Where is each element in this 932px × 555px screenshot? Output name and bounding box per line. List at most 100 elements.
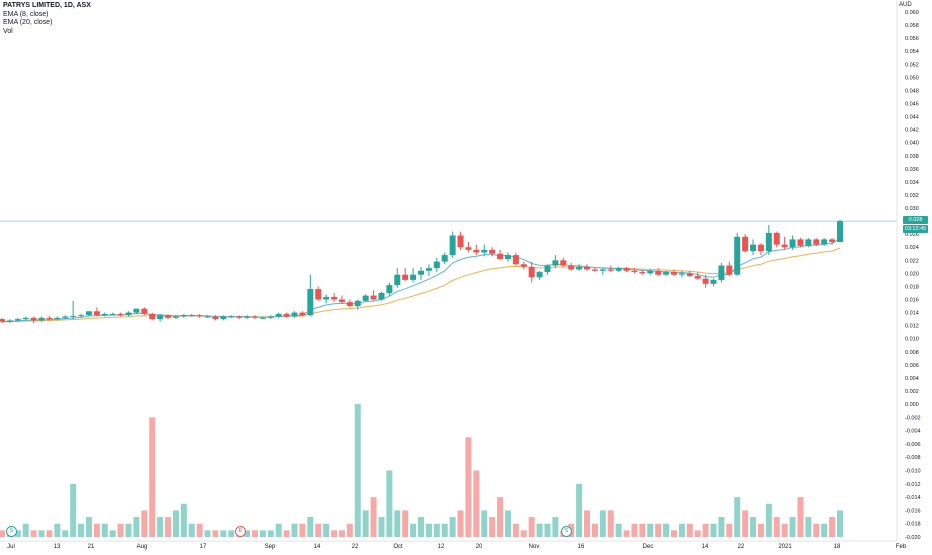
- volume-bar: [85, 517, 92, 537]
- legend-vol[interactable]: Vol: [3, 27, 13, 35]
- volume-bar: [694, 530, 701, 537]
- volume-bar: [394, 510, 401, 537]
- price-tick-label: 0.046: [905, 101, 919, 107]
- volume-bar: [797, 497, 804, 537]
- volume-bar: [465, 437, 472, 537]
- volume-bar: [410, 523, 417, 537]
- volume-bar: [789, 517, 796, 537]
- volume-bar: [504, 510, 511, 537]
- candle-body: [829, 239, 836, 243]
- candle-body: [710, 279, 717, 284]
- candle-body: [117, 313, 124, 316]
- price-tick-label: 0.040: [905, 141, 919, 147]
- volume-bar: [655, 523, 662, 537]
- volume-bar: [623, 530, 630, 537]
- candle-body: [805, 239, 812, 246]
- legend-ema20[interactable]: EMA (20, close): [3, 19, 53, 26]
- candle-body: [315, 289, 322, 300]
- volume-bar: [417, 517, 425, 537]
- time-tick-label: Oct: [393, 544, 403, 550]
- volume-bar: [536, 523, 543, 537]
- candle-body: [457, 235, 464, 248]
- price-tick-label: 0.050: [905, 75, 919, 81]
- candle-body: [22, 317, 29, 320]
- volume-bar: [528, 517, 535, 537]
- candle-body: [85, 311, 92, 316]
- time-tick-label: 20: [476, 544, 483, 550]
- volume-bar: [433, 523, 440, 537]
- volume-bar: [117, 523, 124, 537]
- volume-bar: [38, 530, 45, 537]
- volume-bar: [259, 530, 266, 537]
- candle-body: [607, 269, 614, 271]
- candle-body: [678, 273, 685, 275]
- candle-body: [354, 300, 361, 307]
- candle-body: [560, 260, 567, 266]
- time-tick-label: 22: [738, 544, 745, 550]
- time-tick-label: Dec: [643, 544, 654, 550]
- volume-bar: [267, 530, 274, 537]
- volume-bar: [291, 523, 298, 537]
- price-tick-label: 0.024: [905, 245, 919, 251]
- legend-ema8[interactable]: EMA (8, close): [3, 10, 49, 18]
- candle-body: [568, 265, 575, 270]
- volume-bar: [544, 523, 551, 537]
- candle-body: [765, 232, 772, 252]
- volume-tick-label: 0.000: [905, 402, 919, 408]
- candle-body: [172, 316, 179, 318]
- dividend-marker-2[interactable]: S: [561, 526, 572, 537]
- volume-bar: [386, 470, 393, 537]
- time-tick-label: 12: [438, 544, 445, 550]
- candle-body: [718, 265, 725, 280]
- volume-tick-label: -0.008: [905, 455, 921, 461]
- volume-bar: [188, 523, 195, 537]
- volume-bar: [607, 510, 614, 537]
- volume-bar: [228, 530, 235, 537]
- candle-body: [62, 316, 69, 318]
- earnings-marker[interactable]: E: [235, 526, 246, 537]
- candle-body: [520, 264, 527, 267]
- volume-bar: [836, 510, 844, 537]
- volume-bar: [615, 523, 622, 537]
- volume-bar: [0, 530, 6, 537]
- volume-bar: [441, 523, 448, 537]
- time-tick-label: Jul: [7, 544, 15, 550]
- price-tick-label: 0.054: [905, 49, 919, 55]
- volume-bar: [829, 517, 836, 537]
- legend-title[interactable]: PATRYS LIMITED, 1D, ASX: [3, 2, 91, 9]
- volume-bar: [299, 523, 306, 537]
- volume-bar: [46, 530, 53, 537]
- volume-bar: [204, 530, 211, 537]
- candle-body: [6, 320, 13, 322]
- candle-body: [236, 316, 243, 318]
- candle-body: [14, 319, 21, 321]
- volume-bar: [165, 517, 172, 537]
- price-tick-label: 0.022: [905, 258, 919, 264]
- volume-bar: [726, 523, 733, 537]
- candle-body: [417, 270, 425, 275]
- candle-body: [109, 313, 116, 315]
- volume-bar: [718, 517, 725, 537]
- price-tick-label: 0.030: [905, 206, 919, 212]
- volume-bar: [576, 483, 583, 537]
- volume-bar: [750, 517, 757, 537]
- time-tick-label: 16: [578, 544, 585, 550]
- volume-bar: [457, 510, 464, 537]
- currency-label[interactable]: AUD: [899, 2, 912, 8]
- candle-body: [157, 315, 164, 320]
- candle-body: [686, 273, 693, 276]
- candle-body: [544, 265, 551, 273]
- dividend-marker-1[interactable]: S: [6, 526, 17, 537]
- volume-bar: [781, 523, 788, 537]
- candle-body: [473, 249, 480, 253]
- candle-body: [291, 312, 298, 317]
- candle-body: [220, 316, 227, 320]
- volume-bar: [54, 523, 61, 537]
- candle-body: [821, 239, 828, 245]
- candle-body: [410, 274, 417, 280]
- price-tick-label: 0.008: [905, 350, 919, 356]
- volume-bar: [275, 523, 282, 537]
- candle-body: [93, 311, 100, 316]
